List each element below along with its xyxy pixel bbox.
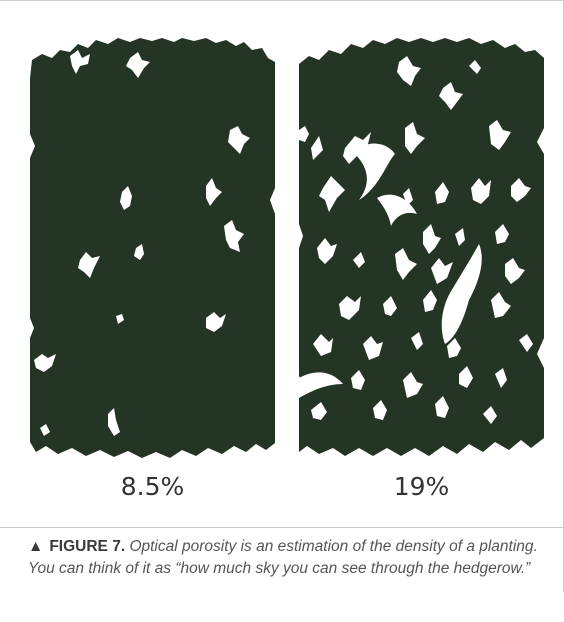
hedgerow-panel-high-porosity xyxy=(299,38,544,458)
triangle-up-icon: ▲ xyxy=(28,538,44,555)
porosity-value-right: 19% xyxy=(393,472,450,501)
hedgerow-silhouette-high-porosity xyxy=(299,38,544,456)
caption-divider xyxy=(0,527,564,528)
hedgerow-silhouette-low-porosity xyxy=(30,38,275,458)
sky-gaps xyxy=(299,56,533,424)
figure-caption-text: Optical porosity is an estimation of the… xyxy=(28,538,538,577)
hedgerow-panel-low-porosity xyxy=(30,38,275,458)
figure-label: FIGURE 7. xyxy=(49,538,126,555)
sky-gaps xyxy=(34,50,250,436)
frame-top-border xyxy=(0,0,564,1)
foliage-mass xyxy=(30,38,275,458)
porosity-value-left: 8.5% xyxy=(120,472,185,501)
figure-caption: ▲ FIGURE 7. Optical porosity is an estima… xyxy=(28,536,548,580)
